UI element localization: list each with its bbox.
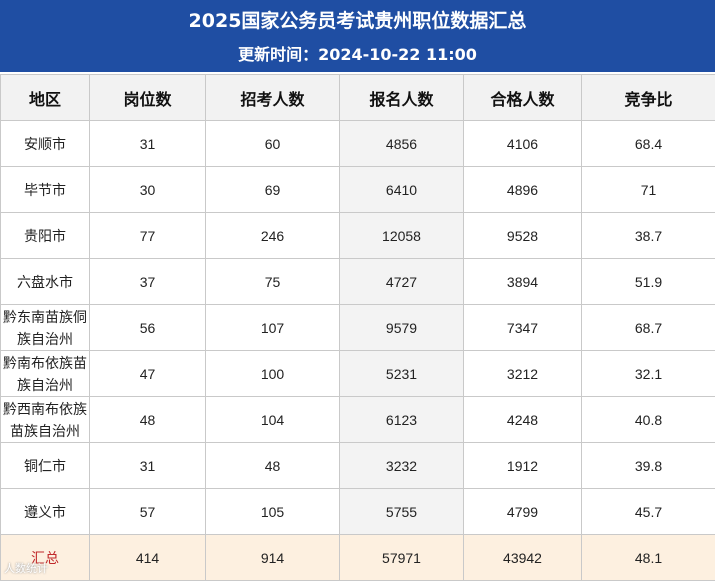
cell-applicants: 6410 (340, 167, 464, 213)
report-header: 2025国家公务员考试贵州职位数据汇总 更新时间：2024-10-22 11:0… (0, 0, 715, 72)
region-label: 铜仁市 (1, 455, 89, 477)
cell-positions: 77 (90, 213, 206, 259)
cell-applicants: 5231 (340, 351, 464, 397)
cell-ratio: 68.4 (582, 121, 715, 167)
cell-qualified: 1912 (464, 443, 582, 489)
cell-region: 六盘水市 (1, 259, 90, 305)
cell-positions: 31 (90, 121, 206, 167)
cell-recruits: 105 (206, 489, 340, 535)
region-label: 黔西南布依族苗族自治州 (1, 398, 89, 442)
cell-positions: 31 (90, 443, 206, 489)
cell-positions: 37 (90, 259, 206, 305)
cell-region: 贵阳市 (1, 213, 90, 259)
cell-applicants: 5755 (340, 489, 464, 535)
cell-applicants: 3232 (340, 443, 464, 489)
cell-applicants: 6123 (340, 397, 464, 443)
table-row: 毕节市 30 69 6410 4896 71 (1, 167, 715, 213)
cell-qualified-total: 43942 (464, 535, 582, 581)
cell-ratio: 68.7 (582, 305, 715, 351)
region-label: 遵义市 (1, 501, 89, 523)
cell-ratio: 39.8 (582, 443, 715, 489)
cell-applicants: 9579 (340, 305, 464, 351)
cell-region: 安顺市 (1, 121, 90, 167)
region-label: 安顺市 (1, 133, 89, 155)
column-header-positions: 岗位数 (90, 75, 206, 121)
cell-qualified: 3894 (464, 259, 582, 305)
cell-recruits: 48 (206, 443, 340, 489)
watermark-text: 人数统计 (4, 560, 48, 576)
cell-ratio: 45.7 (582, 489, 715, 535)
report-title: 2025国家公务员考试贵州职位数据汇总 (0, 7, 715, 35)
region-label: 黔东南苗族侗族自治州 (1, 306, 89, 350)
cell-region: 黔南布依族苗族自治州 (1, 351, 90, 397)
cell-applicants: 4727 (340, 259, 464, 305)
cell-ratio-total: 48.1 (582, 535, 715, 581)
table-row-total: 汇总 414 914 57971 43942 48.1 (1, 535, 715, 581)
table-row: 安顺市 31 60 4856 4106 68.4 (1, 121, 715, 167)
column-header-qualified: 合格人数 (464, 75, 582, 121)
cell-recruits: 75 (206, 259, 340, 305)
region-label: 贵阳市 (1, 225, 89, 247)
table-row: 黔西南布依族苗族自治州 48 104 6123 4248 40.8 (1, 397, 715, 443)
cell-ratio: 38.7 (582, 213, 715, 259)
table-row: 六盘水市 37 75 4727 3894 51.9 (1, 259, 715, 305)
cell-region: 毕节市 (1, 167, 90, 213)
cell-ratio: 51.9 (582, 259, 715, 305)
cell-ratio: 32.1 (582, 351, 715, 397)
cell-recruits: 246 (206, 213, 340, 259)
table-row: 遵义市 57 105 5755 4799 45.7 (1, 489, 715, 535)
cell-qualified: 3212 (464, 351, 582, 397)
table-row: 黔东南苗族侗族自治州 56 107 9579 7347 68.7 (1, 305, 715, 351)
region-label: 毕节市 (1, 179, 89, 201)
cell-positions: 57 (90, 489, 206, 535)
data-table: 地区 岗位数 招考人数 报名人数 合格人数 竞争比 安顺市 31 60 4856… (0, 74, 715, 581)
cell-recruits-total: 914 (206, 535, 340, 581)
cell-qualified: 4248 (464, 397, 582, 443)
table-header-row: 地区 岗位数 招考人数 报名人数 合格人数 竞争比 (1, 75, 715, 121)
table-row: 贵阳市 77 246 12058 9528 38.7 (1, 213, 715, 259)
cell-positions: 30 (90, 167, 206, 213)
cell-ratio: 40.8 (582, 397, 715, 443)
region-label: 黔南布依族苗族自治州 (1, 352, 89, 396)
region-label: 六盘水市 (1, 271, 89, 293)
column-header-recruits: 招考人数 (206, 75, 340, 121)
cell-qualified: 4799 (464, 489, 582, 535)
cell-positions: 48 (90, 397, 206, 443)
column-header-ratio: 竞争比 (582, 75, 715, 121)
column-header-applicants: 报名人数 (340, 75, 464, 121)
cell-positions-total: 414 (90, 535, 206, 581)
cell-positions: 56 (90, 305, 206, 351)
cell-qualified: 4106 (464, 121, 582, 167)
cell-region: 黔东南苗族侗族自治州 (1, 305, 90, 351)
update-time: 更新时间：2024-10-22 11:00 (0, 42, 715, 68)
cell-region: 铜仁市 (1, 443, 90, 489)
table-row: 铜仁市 31 48 3232 1912 39.8 (1, 443, 715, 489)
cell-recruits: 69 (206, 167, 340, 213)
cell-qualified: 9528 (464, 213, 582, 259)
cell-region: 黔西南布依族苗族自治州 (1, 397, 90, 443)
cell-applicants-total: 57971 (340, 535, 464, 581)
cell-qualified: 4896 (464, 167, 582, 213)
cell-recruits: 60 (206, 121, 340, 167)
cell-region: 遵义市 (1, 489, 90, 535)
table-row: 黔南布依族苗族自治州 47 100 5231 3212 32.1 (1, 351, 715, 397)
cell-applicants: 4856 (340, 121, 464, 167)
cell-qualified: 7347 (464, 305, 582, 351)
cell-positions: 47 (90, 351, 206, 397)
cell-recruits: 100 (206, 351, 340, 397)
cell-ratio: 71 (582, 167, 715, 213)
cell-recruits: 104 (206, 397, 340, 443)
column-header-region: 地区 (1, 75, 90, 121)
cell-recruits: 107 (206, 305, 340, 351)
cell-applicants: 12058 (340, 213, 464, 259)
